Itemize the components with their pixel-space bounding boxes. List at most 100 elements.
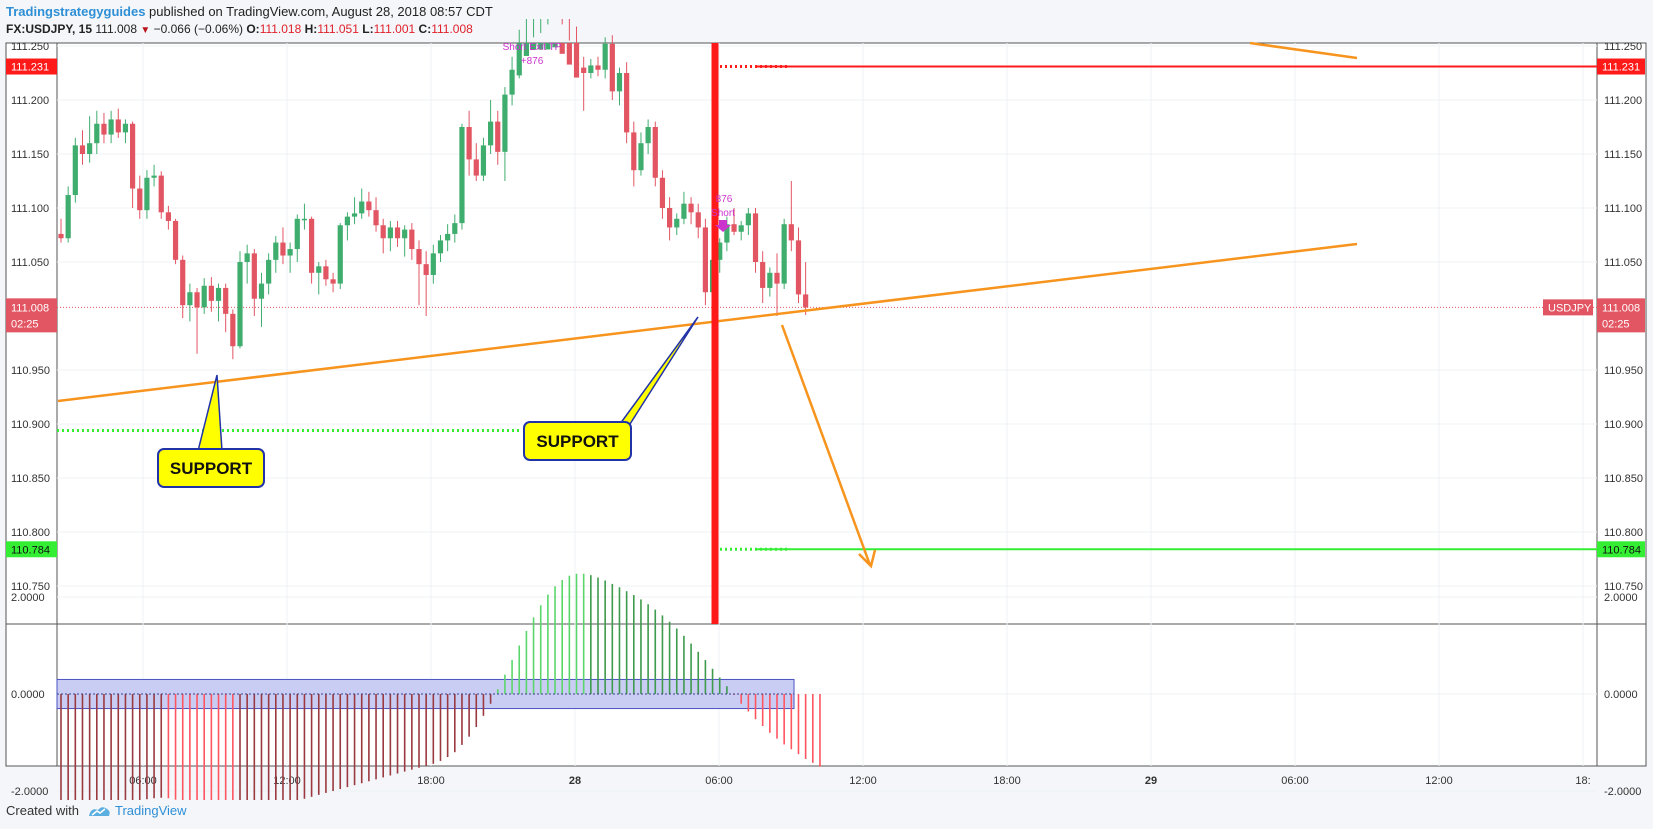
candle-body xyxy=(659,177,666,208)
short-signal-pnl: 876 xyxy=(716,194,733,205)
candle-body xyxy=(87,143,93,154)
forecast-arrow-line xyxy=(780,324,872,566)
candle-body xyxy=(588,65,594,73)
candle-body xyxy=(387,227,393,239)
candle-body xyxy=(344,216,350,226)
symbol-label: FX:USDJPY, 15 xyxy=(6,22,93,36)
candle-body xyxy=(394,227,401,239)
candle-body xyxy=(530,43,537,50)
candle-body xyxy=(795,240,802,295)
open-label: O: xyxy=(246,22,260,36)
candle-body xyxy=(294,218,300,250)
osc-tick-label-left: -2.0000 xyxy=(11,786,48,798)
candle-body xyxy=(502,94,508,152)
candle-body xyxy=(287,249,293,256)
candle-body xyxy=(538,43,544,50)
candle-body xyxy=(309,218,315,273)
x-tick-label: 29 xyxy=(1145,775,1157,787)
candle-body xyxy=(452,223,458,234)
last-price-label: 111.008 xyxy=(1602,302,1640,314)
osc-tick-label-left: 2.0000 xyxy=(11,592,45,604)
x-tick-label: 06:00 xyxy=(1281,775,1309,787)
symbol-tag-label: USDJPY xyxy=(1548,302,1592,314)
candle-body xyxy=(459,127,465,224)
last-price-tag xyxy=(1597,298,1645,333)
candle-body xyxy=(638,143,644,171)
candle-body xyxy=(645,127,651,144)
candle-body xyxy=(165,212,171,221)
x-tick-label: 18:00 xyxy=(993,775,1021,787)
osc-tick-label-right: -2.0000 xyxy=(1604,786,1641,798)
author-link[interactable]: Tradingstrategyguides xyxy=(6,4,146,19)
candle-body xyxy=(172,220,179,260)
countdown-label: 02:25 xyxy=(1602,318,1630,330)
candle-body xyxy=(781,224,787,284)
y-tick-label-right: 111.150 xyxy=(1604,149,1642,161)
y-tick-label-left: 111.050 xyxy=(11,257,49,269)
candle-body xyxy=(380,225,386,239)
candle-body xyxy=(115,119,121,133)
chart-canvas[interactable]: 111.250 111.250 111.200 111.200 111.150 111.1… xyxy=(0,0,1653,800)
osc-tick-label-right: 2.0000 xyxy=(1604,592,1638,604)
candle-body xyxy=(122,123,129,133)
candle-body xyxy=(416,249,422,265)
x-tick-label: 12:00 xyxy=(273,775,301,787)
tradingview-link[interactable]: TradingView xyxy=(114,803,187,818)
candle-body xyxy=(509,69,515,95)
candle-body xyxy=(423,264,429,275)
candle-body xyxy=(359,201,365,214)
candle-body xyxy=(803,294,809,308)
stop-loss-price-tag xyxy=(6,58,57,75)
candle-body xyxy=(180,259,186,306)
y-tick-label-right: 111.100 xyxy=(1604,203,1642,215)
x-tick-label: 06:00 xyxy=(705,775,733,787)
stop-loss-price-label: 111.231 xyxy=(1602,62,1640,74)
candle-body xyxy=(316,266,322,273)
candle-body xyxy=(137,188,143,211)
candle-body xyxy=(523,43,529,56)
short-arrow-icon xyxy=(715,220,731,232)
footer: Created with TradingView xyxy=(6,803,187,818)
candle-body xyxy=(65,195,71,239)
x-tick-label: 18: xyxy=(1575,775,1590,787)
candle-body xyxy=(473,159,479,176)
candle-body xyxy=(273,242,279,260)
y-tick-label-left: 111.250 xyxy=(11,41,49,53)
candle-body xyxy=(695,212,701,228)
candle-body xyxy=(266,259,272,284)
current-price: 111.008 xyxy=(95,22,137,36)
down-arrow-icon: ▼ xyxy=(140,25,151,36)
y-tick-label-right: 110.950 xyxy=(1604,365,1643,377)
last-price-tag xyxy=(6,298,57,333)
close-value: 111.008 xyxy=(431,22,473,36)
candle-body xyxy=(566,43,572,65)
candle-body xyxy=(330,279,336,284)
y-tick-label-right: 111.250 xyxy=(1604,41,1642,53)
candle-body xyxy=(724,224,730,243)
candle-body xyxy=(624,73,630,133)
candle-body xyxy=(208,285,214,301)
candle-body xyxy=(158,175,164,213)
exit-signal-pnl: +876 xyxy=(521,56,544,67)
candle-body xyxy=(466,127,472,160)
price-change: −0.066 (−0.06%) xyxy=(153,22,243,36)
candle-body xyxy=(215,287,222,301)
candle-body xyxy=(79,145,86,154)
x-tick-label: 18:00 xyxy=(417,775,445,787)
high-label: H: xyxy=(304,22,318,36)
candle-body xyxy=(430,253,436,275)
symbol-tag xyxy=(1543,299,1593,316)
created-with-text: Created with xyxy=(6,803,79,818)
take-profit-price-tag xyxy=(6,541,57,558)
candle-body xyxy=(244,253,250,262)
candle-body xyxy=(480,145,487,176)
candle-body xyxy=(58,233,64,239)
candle-body xyxy=(351,213,358,217)
candle-body xyxy=(681,203,687,219)
candle-body xyxy=(745,213,751,226)
candle-body xyxy=(752,213,759,262)
last-price-label: 111.008 xyxy=(11,302,49,314)
candle-body xyxy=(581,67,587,73)
y-tick-label-left: 110.900 xyxy=(11,419,50,431)
y-tick-label-right: 110.900 xyxy=(1604,419,1643,431)
